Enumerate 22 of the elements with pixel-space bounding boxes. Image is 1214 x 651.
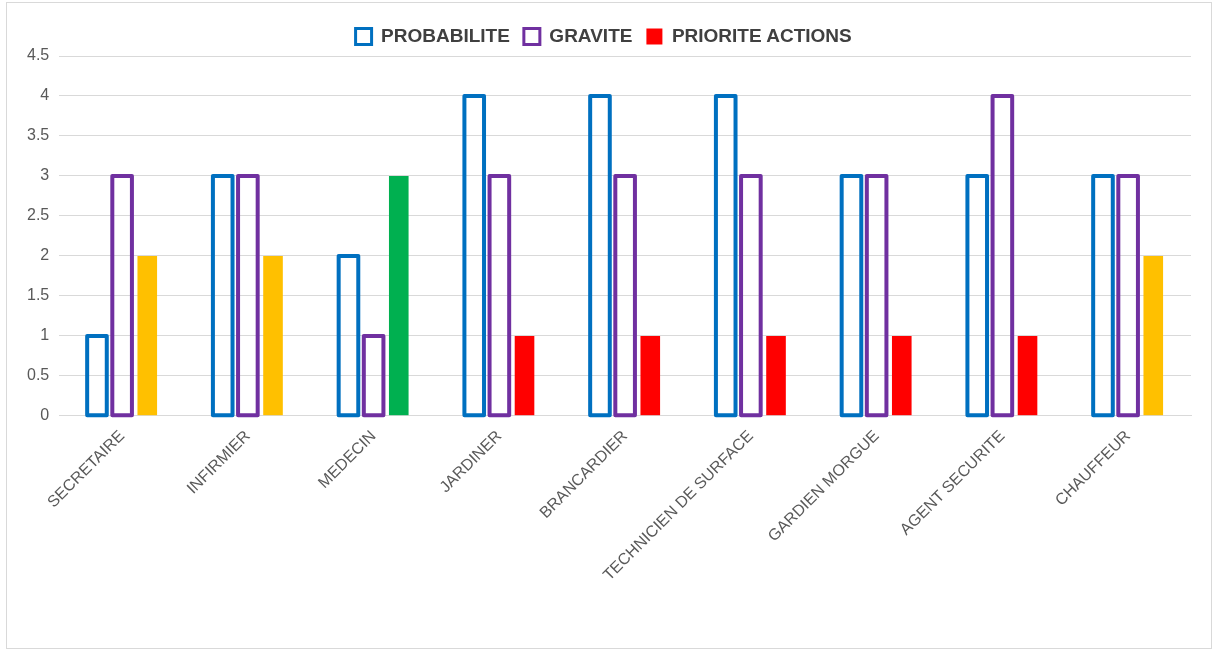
bar — [263, 255, 283, 416]
y-tick-label: 4.5 — [26, 46, 50, 64]
y-tick-label: 3 — [40, 166, 50, 184]
legend-label: PRIORITE ACTIONS — [671, 24, 852, 46]
y-tick-label: 1 — [40, 326, 50, 344]
y-tick-label: 3.5 — [26, 126, 50, 144]
bar — [640, 335, 661, 416]
y-tick-label: 4 — [40, 86, 50, 104]
bar — [766, 335, 786, 416]
legend-label: PROBABILITE — [381, 24, 510, 46]
y-tick-label: 2 — [40, 246, 50, 264]
bar — [137, 255, 158, 416]
bar — [891, 335, 912, 416]
y-tick-label: 1.5 — [26, 286, 50, 304]
y-tick-label: 2.5 — [26, 206, 50, 224]
bar — [388, 175, 409, 416]
bar — [1143, 255, 1164, 416]
y-tick-label: 0 — [40, 406, 50, 424]
y-tick-label: 0.5 — [26, 366, 50, 384]
legend-label: GRAVITE — [549, 24, 633, 46]
bar — [1017, 335, 1038, 416]
bar — [514, 335, 535, 416]
